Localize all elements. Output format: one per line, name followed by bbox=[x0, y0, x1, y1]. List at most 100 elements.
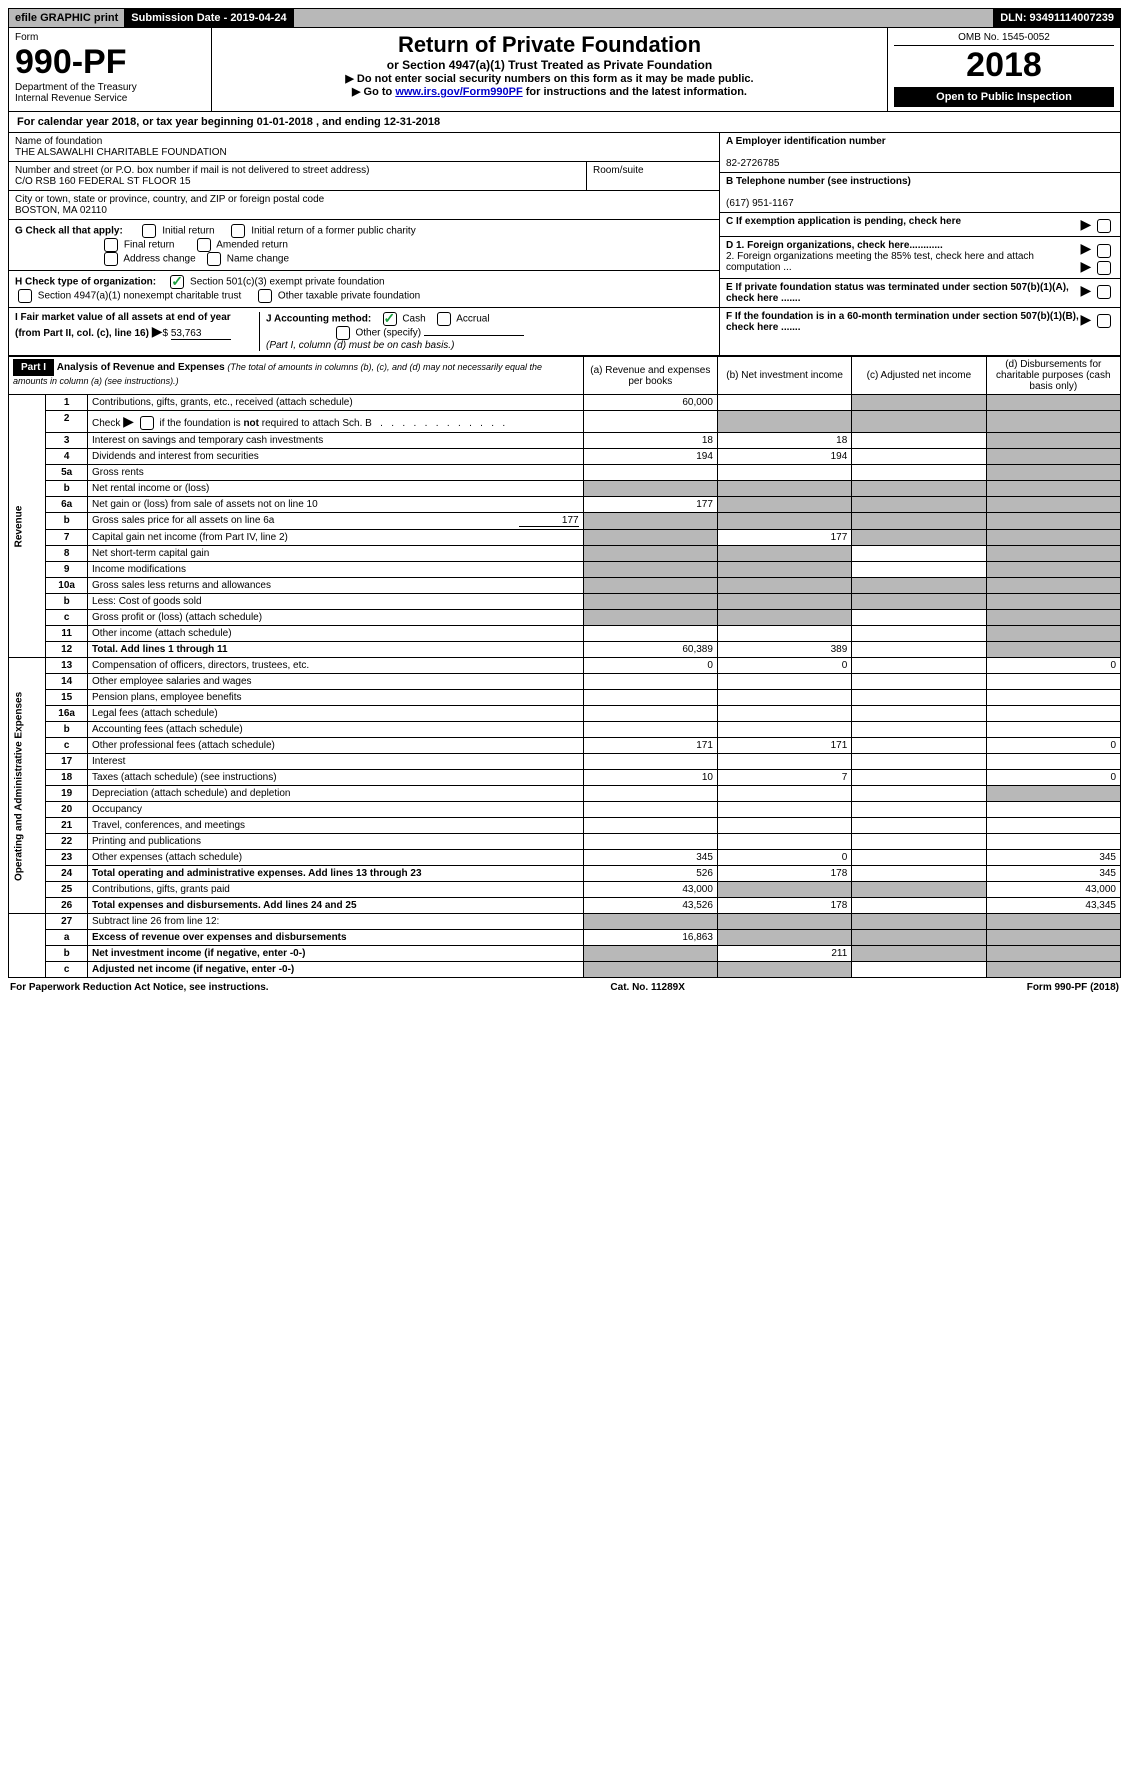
amount-cell bbox=[852, 754, 986, 770]
amount-cell bbox=[852, 465, 986, 481]
checkbox-accrual[interactable] bbox=[437, 312, 451, 326]
instruction-1: ▶ Do not enter social security numbers o… bbox=[218, 72, 881, 85]
address-row: Number and street (or P.O. box number if… bbox=[9, 162, 719, 191]
line-number: b bbox=[46, 513, 88, 530]
h-other: Other taxable private foundation bbox=[278, 291, 420, 302]
checkbox-amended-return[interactable] bbox=[197, 238, 211, 252]
table-row: 22Printing and publications bbox=[9, 834, 1121, 850]
amount-cell bbox=[852, 658, 986, 674]
c-label: C If exemption application is pending, c… bbox=[726, 216, 961, 227]
checkbox-address-change[interactable] bbox=[104, 252, 118, 266]
line-number: 8 bbox=[46, 546, 88, 562]
checkbox-final-return[interactable] bbox=[104, 238, 118, 252]
line-description: Excess of revenue over expenses and disb… bbox=[88, 930, 584, 946]
amount-cell bbox=[852, 786, 986, 802]
checkbox-501c3[interactable] bbox=[170, 275, 184, 289]
checkbox-cash[interactable] bbox=[383, 312, 397, 326]
col-d-header: (d) Disbursements for charitable purpose… bbox=[986, 357, 1120, 395]
amount-cell bbox=[717, 594, 851, 610]
line-number: a bbox=[46, 930, 88, 946]
amount-cell bbox=[717, 882, 851, 898]
phone-value: (617) 951-1167 bbox=[726, 198, 794, 209]
amount-cell bbox=[717, 706, 851, 722]
amount-cell bbox=[852, 930, 986, 946]
line-description: Gross sales price for all assets on line… bbox=[88, 513, 584, 530]
amount-cell bbox=[986, 594, 1120, 610]
line-description: Depreciation (attach schedule) and deple… bbox=[88, 786, 584, 802]
checkbox-d2[interactable] bbox=[1097, 261, 1111, 275]
line-description: Interest bbox=[88, 754, 584, 770]
h-label: H Check type of organization: bbox=[15, 277, 156, 288]
amount-cell: 18 bbox=[583, 433, 717, 449]
amount-cell: 171 bbox=[717, 738, 851, 754]
amount-cell bbox=[852, 962, 986, 978]
checkbox-name-change[interactable] bbox=[207, 252, 221, 266]
amount-cell bbox=[986, 802, 1120, 818]
line-number: 11 bbox=[46, 626, 88, 642]
foundation-name-cell: Name of foundation THE ALSAWALHI CHARITA… bbox=[9, 133, 719, 162]
h-501c3: Section 501(c)(3) exempt private foundat… bbox=[190, 277, 385, 288]
amount-cell bbox=[852, 914, 986, 930]
arrow-icon: ▶ bbox=[1080, 311, 1091, 327]
checkbox-e[interactable] bbox=[1097, 285, 1111, 299]
line-description: Occupancy bbox=[88, 802, 584, 818]
amount-cell: 178 bbox=[717, 866, 851, 882]
line-number: b bbox=[46, 722, 88, 738]
amount-cell bbox=[717, 465, 851, 481]
line-number: 16a bbox=[46, 706, 88, 722]
line-description: Gross profit or (loss) (attach schedule) bbox=[88, 610, 584, 626]
checkbox-d1[interactable] bbox=[1097, 244, 1111, 258]
amount-cell bbox=[717, 930, 851, 946]
amount-cell bbox=[717, 513, 851, 530]
line-description: Income modifications bbox=[88, 562, 584, 578]
table-row: 8Net short-term capital gain bbox=[9, 546, 1121, 562]
amount-cell bbox=[717, 674, 851, 690]
checkbox-f[interactable] bbox=[1097, 314, 1111, 328]
checkbox-initial-return[interactable] bbox=[142, 224, 156, 238]
amount-cell: 178 bbox=[717, 898, 851, 914]
header-center: Return of Private Foundation or Section … bbox=[212, 28, 887, 111]
instruction-2: ▶ Go to www.irs.gov/Form990PF for instru… bbox=[218, 85, 881, 98]
checkbox-4947[interactable] bbox=[18, 289, 32, 303]
amount-cell bbox=[717, 786, 851, 802]
line-description: Contributions, gifts, grants paid bbox=[88, 882, 584, 898]
form-header: Form 990-PF Department of the Treasury I… bbox=[8, 28, 1121, 112]
amount-cell bbox=[986, 690, 1120, 706]
amount-cell bbox=[852, 546, 986, 562]
section-f: F If the foundation is in a 60-month ter… bbox=[720, 308, 1120, 336]
amount-cell bbox=[583, 802, 717, 818]
line-number: 3 bbox=[46, 433, 88, 449]
line-description: Interest on savings and temporary cash i… bbox=[88, 433, 584, 449]
form-link[interactable]: www.irs.gov/Form990PF bbox=[395, 86, 522, 98]
amount-cell bbox=[583, 513, 717, 530]
amount-cell bbox=[986, 411, 1120, 433]
amount-cell bbox=[852, 802, 986, 818]
j-cash: Cash bbox=[402, 314, 425, 325]
amount-cell bbox=[583, 946, 717, 962]
amount-cell bbox=[583, 546, 717, 562]
line-description: Less: Cost of goods sold bbox=[88, 594, 584, 610]
checkbox-other-taxable[interactable] bbox=[258, 289, 272, 303]
footer-center: Cat. No. 11289X bbox=[610, 982, 684, 993]
amount-cell bbox=[852, 594, 986, 610]
line-number: 6a bbox=[46, 497, 88, 513]
other-specify-line bbox=[424, 335, 524, 336]
city-value: BOSTON, MA 02110 bbox=[15, 205, 107, 216]
table-row: bNet investment income (if negative, ent… bbox=[9, 946, 1121, 962]
section-h: H Check type of organization: Section 50… bbox=[9, 271, 719, 308]
table-row: Revenue1Contributions, gifts, grants, et… bbox=[9, 395, 1121, 411]
checkbox-initial-former[interactable] bbox=[231, 224, 245, 238]
line-number: c bbox=[46, 962, 88, 978]
line-number: 7 bbox=[46, 530, 88, 546]
amount-cell: 0 bbox=[583, 658, 717, 674]
section-label: Revenue bbox=[9, 395, 46, 658]
amount-cell bbox=[852, 530, 986, 546]
amount-cell bbox=[852, 946, 986, 962]
amount-cell bbox=[852, 449, 986, 465]
amount-cell bbox=[583, 962, 717, 978]
amount-cell bbox=[717, 481, 851, 497]
checkbox-other-method[interactable] bbox=[336, 326, 350, 340]
checkbox-sch-b[interactable] bbox=[140, 416, 154, 430]
checkbox-c[interactable] bbox=[1097, 219, 1111, 233]
amount-cell bbox=[852, 610, 986, 626]
